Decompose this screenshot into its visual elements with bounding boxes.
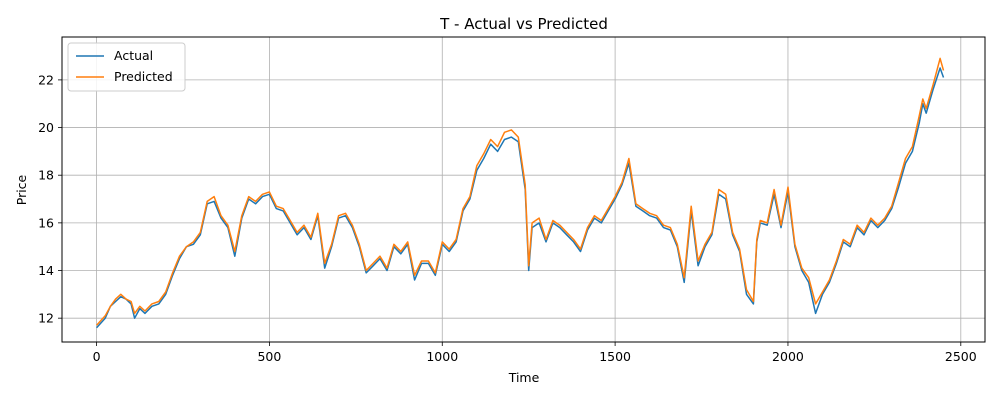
x-tick-label: 0 (93, 349, 101, 364)
legend-label-actual: Actual (114, 48, 153, 63)
x-tick-label: 1000 (426, 349, 458, 364)
y-tick-label: 22 (38, 72, 54, 87)
chart-title: T - Actual vs Predicted (439, 15, 608, 33)
x-ticks: 0 500 1000 1500 2000 2500 (93, 342, 977, 364)
legend-box (67, 42, 186, 92)
x-tick-label: 500 (257, 349, 281, 364)
y-tick-label: 18 (38, 168, 54, 183)
y-axis-label: Price (14, 174, 29, 205)
y-tick-label: 16 (38, 215, 54, 230)
x-tick-label: 2000 (772, 349, 804, 364)
plot-frame (61, 36, 986, 343)
legend: Actual Predicted (67, 42, 186, 92)
series-layer (96, 57, 945, 329)
x-tick-label: 2500 (945, 349, 977, 364)
y-tick-label: 20 (38, 120, 54, 135)
x-tick-label: 1500 (599, 349, 631, 364)
legend-label-predicted: Predicted (114, 69, 173, 84)
y-tick-label: 12 (38, 311, 54, 326)
y-tick-label: 14 (38, 263, 54, 278)
series-line-predicted (96, 57, 945, 326)
x-axis-label: Time (508, 370, 540, 385)
y-ticks: 12 14 16 18 20 22 (38, 72, 62, 326)
